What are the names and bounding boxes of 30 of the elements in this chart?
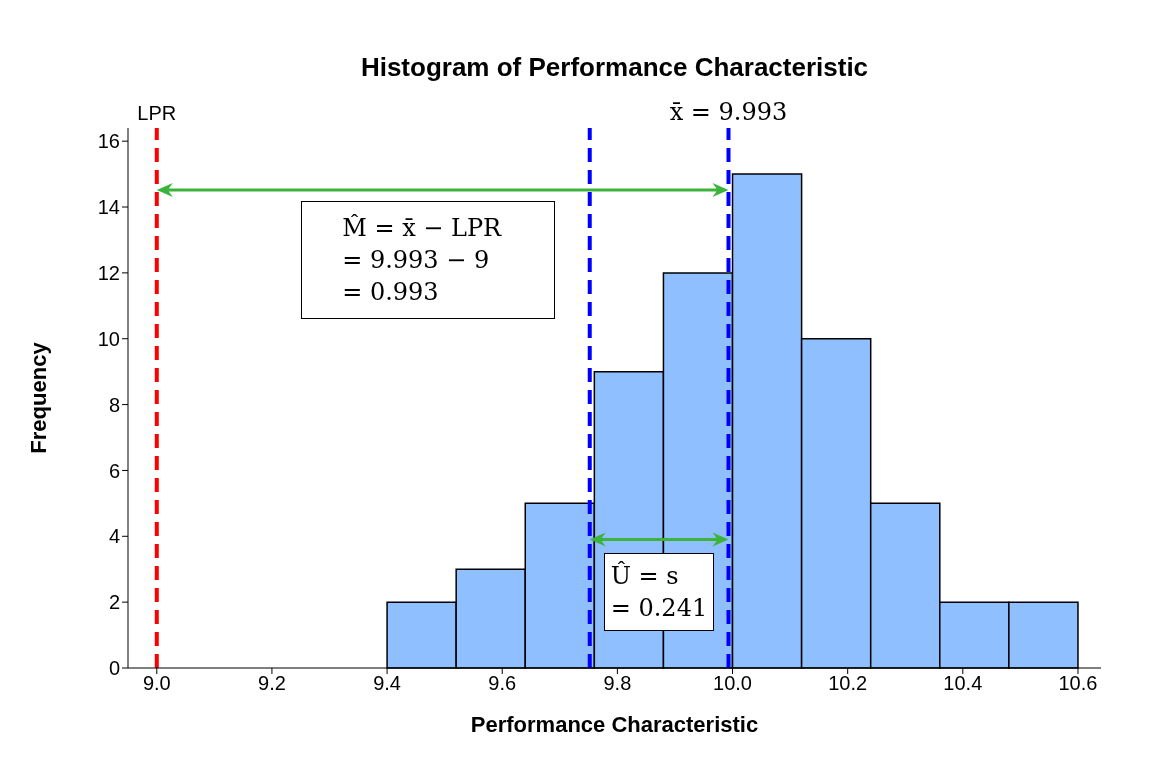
x-tick-label: 10.6 xyxy=(1058,672,1098,695)
y-tick-label: 8 xyxy=(108,393,120,416)
chart-title: Histogram of Performance Characteristic xyxy=(359,52,870,83)
y-tick-label: 16 xyxy=(97,130,120,153)
text-box: M̂ = x̄ − LPR = 9.993 − 9 = 0.993 xyxy=(301,200,556,319)
y-tick-label: 4 xyxy=(108,525,120,548)
x-tick-label: 9.2 xyxy=(258,672,286,695)
annotation: = 0.993 xyxy=(342,276,440,308)
annotation: Û = s xyxy=(610,560,680,593)
y-tick-label: 14 xyxy=(97,196,120,219)
y-tick-label: 2 xyxy=(108,591,120,614)
x-tick-label: 9.0 xyxy=(142,672,171,695)
y-tick-label: 10 xyxy=(97,327,120,350)
x-tick-label: 9.6 xyxy=(488,672,517,695)
y-axis-title: Frequency xyxy=(25,341,51,454)
ref-line-label: LPR xyxy=(137,102,177,124)
x-tick-label: 9.4 xyxy=(373,672,401,695)
x-tick-label: 10.2 xyxy=(828,672,868,695)
y-tick-label: 6 xyxy=(108,459,120,482)
y-tick-label: 12 xyxy=(97,261,120,284)
x-tick-label: 10.0 xyxy=(713,672,752,695)
x-tick-label: 9.8 xyxy=(603,672,632,695)
y-tick-label: 0 xyxy=(108,657,120,680)
x-axis-title: Performance Characteristic xyxy=(470,712,759,737)
x-tick-label: 10.4 xyxy=(943,672,983,695)
annotation: = 9.993 − 9 xyxy=(342,244,491,276)
annotation: = 0.241 xyxy=(610,593,708,625)
text-box: Û = s = 0.241 xyxy=(603,553,715,632)
ref-line-label: x̄ = 9.993 xyxy=(669,98,788,126)
annotation: M̂ = x̄ − LPR xyxy=(342,212,503,244)
